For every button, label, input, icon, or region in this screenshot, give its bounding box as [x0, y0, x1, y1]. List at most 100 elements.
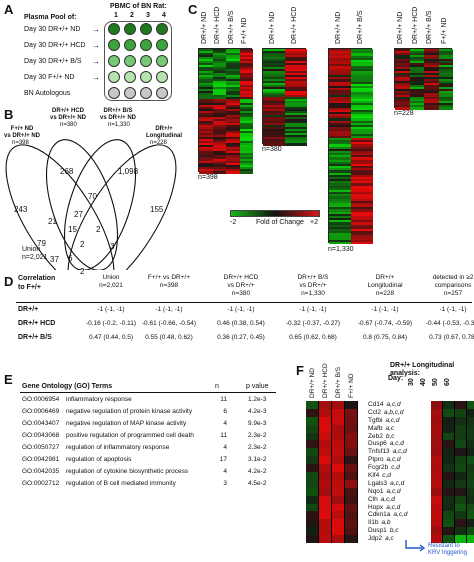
heatmap-cell	[239, 101, 253, 104]
gene-name: Mafb	[368, 424, 383, 432]
heatmap-cell	[424, 85, 439, 88]
heatmap-cell	[409, 51, 424, 54]
heatmap-cell	[212, 97, 226, 100]
go-term-p: 2.3e-2	[248, 444, 267, 451]
heatmap-cell	[199, 91, 213, 94]
heatmap-cell	[199, 163, 213, 166]
heatmap-cell	[351, 179, 373, 182]
heatmap-cell	[263, 111, 285, 114]
heatmap-cell	[226, 127, 240, 130]
heatmap-cell	[199, 135, 213, 138]
heatmap-cell	[351, 53, 373, 56]
plate-well	[156, 39, 168, 51]
f-heatmap-cell	[345, 472, 358, 481]
heatmap-cell	[351, 166, 373, 169]
heatmap-cell	[438, 85, 453, 88]
scale-title: Fold of Change	[256, 219, 304, 226]
heatmap-cell	[285, 95, 307, 98]
heatmap-cell	[199, 87, 213, 90]
heatmap-cell	[285, 89, 307, 92]
heatmap-cell	[438, 77, 453, 80]
heatmap-cell	[351, 218, 373, 221]
heatmap-cell	[438, 49, 453, 52]
heatmap-cell	[395, 67, 410, 70]
heatmap-cell	[351, 161, 373, 165]
heatmap-cell	[438, 57, 453, 60]
heatmap-column-label: DR+/+ HCD	[291, 6, 298, 44]
heatmap-cell	[409, 87, 424, 90]
heatmap-cell	[285, 87, 307, 90]
heatmap-cell	[329, 205, 351, 208]
heatmap-cell	[438, 101, 453, 104]
heatmap-cell	[263, 51, 285, 54]
heatmap-cell	[351, 75, 373, 78]
heatmap-cell	[409, 91, 424, 94]
heatmap-cell	[239, 123, 253, 126]
heatmap-cell	[395, 97, 410, 100]
heatmap-cell	[239, 69, 253, 72]
heatmap-cell	[351, 55, 373, 59]
heatmap-cell	[351, 231, 373, 234]
heatmap-cell	[409, 85, 424, 88]
f-heatmap-cell	[345, 495, 358, 505]
heatmap-cell	[285, 69, 307, 72]
gene-tag: b,c	[385, 432, 395, 440]
heatmap-cell	[329, 155, 351, 158]
heatmap-cell	[212, 143, 226, 146]
f-heatmap-cell	[306, 440, 319, 449]
heatmap-cell	[226, 119, 240, 122]
longitudinal-cell	[443, 401, 455, 410]
heatmap-cell	[263, 97, 285, 100]
heatmap-cell	[199, 51, 213, 54]
heatmap-cell	[351, 51, 373, 54]
plate-well	[156, 71, 168, 83]
f-heatmap-cell	[345, 416, 358, 426]
heatmap-cell	[329, 239, 351, 243]
heatmap-cell	[409, 105, 424, 108]
heatmap-cell	[263, 67, 285, 70]
table-column-header: Union n=2,021	[99, 274, 123, 289]
heatmap-cell	[226, 131, 240, 134]
heatmap-cell	[424, 89, 439, 92]
gene-name: Klf4	[368, 472, 380, 479]
plate-well	[140, 23, 152, 35]
longitudinal-cell	[443, 479, 455, 489]
table-cell: -1 (-1, -1)	[371, 306, 399, 313]
go-term-p: 1.2e-3	[248, 396, 267, 403]
heatmap-cell	[263, 129, 285, 132]
heatmap-cell	[212, 105, 226, 108]
f-heatmap-cell	[319, 401, 332, 410]
heatmap-cell	[351, 228, 373, 232]
table-cell: 0.8 (0.75, 0.84)	[362, 334, 408, 341]
heatmap-cell	[199, 127, 213, 130]
heatmap-column-label: DR+/+ ND	[200, 11, 208, 44]
heatmap-cell	[424, 105, 439, 108]
heatmap-cell	[409, 107, 424, 110]
heatmap-cell	[438, 79, 453, 82]
heatmap-cell	[226, 113, 240, 116]
f-heatmap-cell	[332, 472, 345, 481]
heatmap-cell	[239, 49, 253, 52]
pbmc-column-numbers: 1 2 3 4	[110, 12, 174, 21]
f-heatmap-cell	[319, 408, 332, 418]
heatmap-cell	[409, 83, 424, 86]
heatmap-cell	[438, 89, 453, 92]
heatmap-cell	[199, 73, 213, 76]
heatmap-cell	[239, 151, 253, 154]
heatmap-cell	[212, 135, 226, 138]
heatmap-cell	[329, 62, 351, 65]
heatmap-cell	[226, 163, 240, 166]
heatmap-cell	[329, 176, 351, 180]
heatmap-cell	[263, 61, 285, 64]
heatmap-cell	[199, 169, 213, 172]
heatmap-cell	[226, 129, 240, 132]
heatmap-cell	[263, 73, 285, 76]
scale-max-label: +2	[310, 219, 318, 226]
table-row-label: DR+/+ HCD	[18, 320, 56, 327]
f-column-label: F+/+ ND	[348, 373, 355, 398]
heatmap-cell	[285, 125, 307, 128]
heatmap-cell	[438, 63, 453, 66]
heatmap-cell	[239, 99, 253, 102]
heatmap-cell	[351, 235, 373, 238]
heatmap-cell	[329, 198, 351, 202]
